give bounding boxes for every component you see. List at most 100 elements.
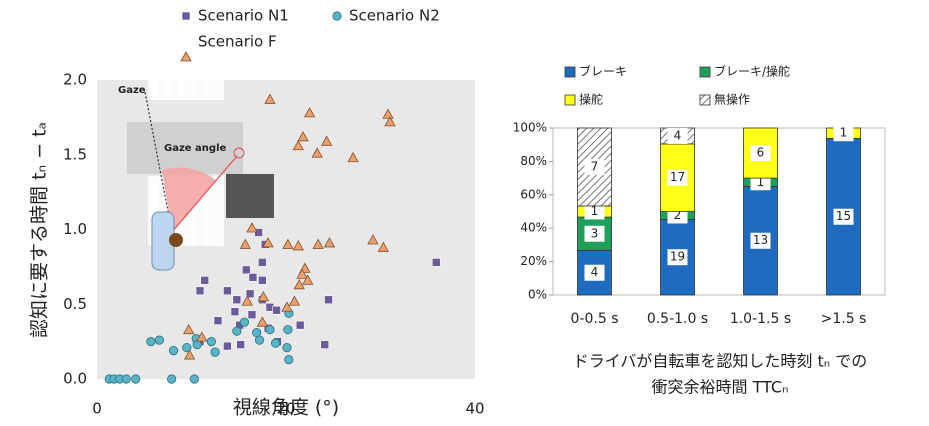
- point: [256, 316, 269, 327]
- point: [242, 265, 251, 275]
- value-label: 19: [670, 250, 685, 264]
- point: [121, 374, 131, 384]
- value-label: 13: [753, 233, 768, 247]
- point: [292, 240, 304, 251]
- x-tick-label: 0.5-1.0 s: [647, 311, 708, 327]
- label-box: [584, 158, 605, 175]
- value-label: 1: [840, 126, 848, 140]
- label-box: [667, 127, 688, 144]
- legend-marker: [699, 66, 711, 78]
- point: [382, 108, 394, 119]
- point: [271, 338, 281, 348]
- point: [183, 349, 196, 360]
- point: [146, 337, 156, 347]
- point: [131, 374, 141, 384]
- point: [292, 139, 304, 151]
- y-tick-label: 1.5: [63, 145, 87, 163]
- legend-marker: [699, 94, 711, 106]
- point: [210, 347, 220, 357]
- point: [302, 274, 314, 285]
- point: [320, 340, 330, 349]
- y-tick-label: 60%: [520, 187, 547, 201]
- point: [254, 228, 263, 237]
- point: [295, 320, 305, 330]
- value-label: 2: [674, 208, 682, 222]
- legend-marker: [332, 11, 342, 21]
- label-box: [584, 225, 605, 242]
- point: [367, 234, 379, 245]
- annotation: Gaze: [118, 85, 146, 96]
- value-label: 3: [591, 226, 599, 240]
- y-tick-label: 0.5: [63, 295, 87, 313]
- y-axis-title: 認知に要する時間 tₙ − tₐ: [29, 122, 51, 338]
- label-box: [667, 249, 688, 266]
- point: [323, 237, 336, 248]
- point: [206, 337, 216, 347]
- legend-label: Scenario N1: [198, 7, 289, 25]
- point: [431, 258, 441, 267]
- point: [236, 340, 245, 349]
- value-label: 4: [674, 128, 682, 142]
- legend-label: Scenario F: [198, 33, 277, 51]
- point: [182, 343, 192, 353]
- y-tick-label: 80%: [520, 154, 547, 168]
- point: [282, 238, 294, 249]
- point: [312, 238, 324, 249]
- x-axis-title: ドライバが自転車を認知した時刻 tₙ での: [573, 352, 868, 371]
- legend-label: Scenario N2: [349, 7, 440, 25]
- point: [195, 286, 205, 296]
- point: [230, 307, 240, 317]
- point: [262, 237, 274, 248]
- point: [248, 273, 258, 282]
- point: [324, 295, 333, 305]
- value-label: 17: [670, 170, 685, 184]
- y-tick-label: 0.0: [63, 370, 87, 388]
- illustration: Gaze Gaze angle: [118, 78, 274, 271]
- point: [247, 310, 257, 320]
- point: [293, 278, 305, 290]
- point: [232, 326, 242, 336]
- point: [213, 316, 223, 325]
- x-axis-title: 衝突余裕時間 TTCₙ: [652, 378, 789, 397]
- legend-marker: [564, 66, 576, 78]
- y-tick-label: 2.0: [63, 71, 87, 89]
- point: [257, 290, 269, 302]
- point: [246, 222, 258, 233]
- x-tick-label: 40: [465, 400, 484, 418]
- value-label: 1: [591, 204, 599, 218]
- x-tick-label: >1.5 s: [821, 311, 867, 327]
- point: [241, 295, 253, 306]
- point: [258, 276, 267, 285]
- label-box: [750, 145, 771, 162]
- point: [303, 107, 316, 118]
- y-tick-label: 1.0: [63, 220, 87, 238]
- point: [239, 238, 252, 249]
- y-tick-label: 0%: [528, 288, 547, 302]
- annotation: Gaze angle: [164, 143, 226, 154]
- point: [245, 289, 255, 299]
- legend-marker: [180, 51, 192, 62]
- value-label: 7: [591, 159, 599, 173]
- point: [189, 374, 199, 384]
- y-tick-label: 40%: [520, 221, 547, 235]
- point: [232, 295, 242, 305]
- label-box: [833, 125, 854, 142]
- point: [311, 147, 323, 158]
- legend-marker: [564, 94, 576, 106]
- value-label: 6: [757, 146, 765, 160]
- point: [264, 93, 276, 104]
- point: [154, 335, 164, 345]
- point: [296, 268, 308, 279]
- x-tick-label: 0: [92, 400, 102, 418]
- point: [200, 276, 210, 285]
- point: [347, 151, 359, 163]
- point: [272, 305, 281, 315]
- point: [223, 286, 232, 296]
- label-box: [750, 232, 771, 249]
- point: [284, 354, 294, 365]
- value-label: 4: [591, 265, 599, 279]
- point: [192, 340, 202, 350]
- x-axis-title: 視線角度 (°): [233, 397, 339, 419]
- x-tick-label: 1.0-1.5 s: [730, 311, 791, 327]
